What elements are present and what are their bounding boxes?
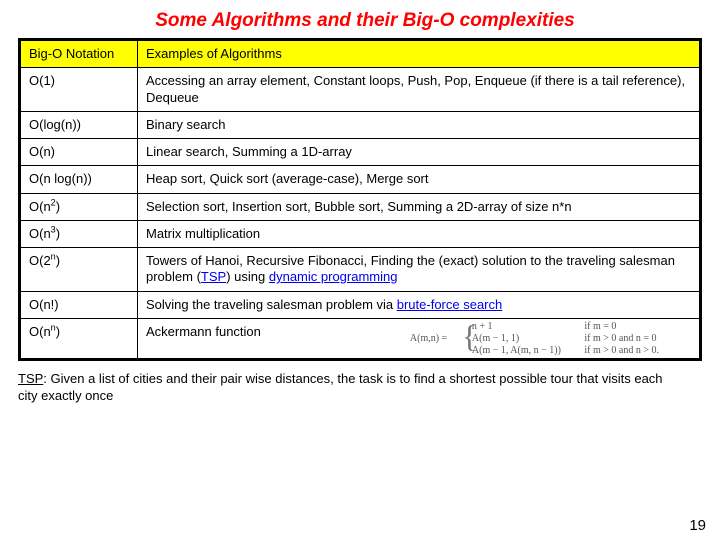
table-row: O(n2)Selection sort, Insertion sort, Bub… bbox=[20, 193, 701, 220]
example-cell: Heap sort, Quick sort (average-case), Me… bbox=[138, 166, 701, 193]
notation-cell: O(n3) bbox=[20, 220, 138, 247]
example-cell: Binary search bbox=[138, 111, 701, 138]
example-cell: Ackermann function A(m,n) ={n + 1 if m = … bbox=[138, 318, 701, 359]
example-cell: Linear search, Summing a 1D-array bbox=[138, 139, 701, 166]
complexity-table: Big-O Notation Examples of Algorithms O(… bbox=[18, 38, 702, 361]
header-examples: Examples of Algorithms bbox=[138, 40, 701, 68]
table-row: O(n)Linear search, Summing a 1D-array bbox=[20, 139, 701, 166]
example-cell: Solving the traveling salesman problem v… bbox=[138, 291, 701, 318]
slide-title: Some Algorithms and their Big-O complexi… bbox=[28, 10, 702, 32]
tsp-footnote: TSP: Given a list of cities and their pa… bbox=[18, 371, 702, 405]
table-header-row: Big-O Notation Examples of Algorithms bbox=[20, 40, 701, 68]
table-row: O(log(n))Binary search bbox=[20, 111, 701, 138]
example-cell: Accessing an array element, Constant loo… bbox=[138, 68, 701, 112]
notation-cell: O(n log(n)) bbox=[20, 166, 138, 193]
ackermann-formula: A(m,n) ={n + 1 if m = 0A(m − 1, 1) if m … bbox=[472, 321, 659, 357]
table-row: O(n3)Matrix multiplication bbox=[20, 220, 701, 247]
table-row: O(nn) Ackermann function A(m,n) ={n + 1 if… bbox=[20, 318, 701, 359]
table-row: O(n!)Solving the traveling salesman prob… bbox=[20, 291, 701, 318]
notation-cell: O(n!) bbox=[20, 291, 138, 318]
example-cell: Matrix multiplication bbox=[138, 220, 701, 247]
notation-cell: O(2n) bbox=[20, 248, 138, 292]
example-cell: Selection sort, Insertion sort, Bubble s… bbox=[138, 193, 701, 220]
page-number: 19 bbox=[689, 517, 706, 534]
example-cell: Towers of Hanoi, Recursive Fibonacci, Fi… bbox=[138, 248, 701, 292]
notation-cell: O(n) bbox=[20, 139, 138, 166]
notation-cell: O(n2) bbox=[20, 193, 138, 220]
brute-force-link[interactable]: brute-force search bbox=[397, 297, 503, 312]
header-notation: Big-O Notation bbox=[20, 40, 138, 68]
table-row: O(1)Accessing an array element, Constant… bbox=[20, 68, 701, 112]
notation-cell: O(nn) bbox=[20, 318, 138, 359]
notation-cell: O(log(n)) bbox=[20, 111, 138, 138]
table-row: O(2n)Towers of Hanoi, Recursive Fibonacc… bbox=[20, 248, 701, 292]
notation-cell: O(1) bbox=[20, 68, 138, 112]
table-row: O(n log(n))Heap sort, Quick sort (averag… bbox=[20, 166, 701, 193]
ackermann-label: Ackermann function bbox=[146, 324, 261, 339]
tsp-link[interactable]: TSP bbox=[201, 269, 226, 284]
dynamic-programming-link[interactable]: dynamic programming bbox=[269, 269, 398, 284]
